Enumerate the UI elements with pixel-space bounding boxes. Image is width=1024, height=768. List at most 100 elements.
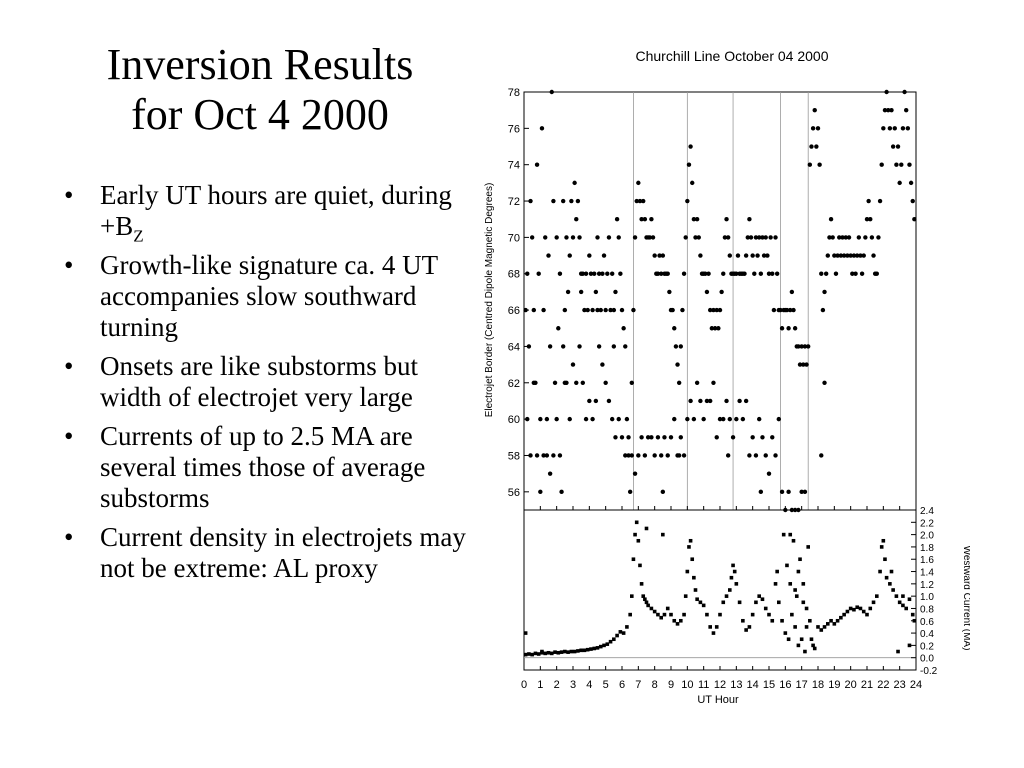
data-point (644, 600, 649, 605)
data-point (672, 618, 677, 623)
data-point (534, 453, 540, 458)
data-point (523, 652, 528, 657)
data-point (636, 453, 641, 458)
data-point (747, 625, 752, 629)
data-point (744, 628, 748, 632)
data-point (565, 289, 571, 295)
data-point (595, 235, 600, 240)
data-point (536, 271, 541, 276)
data-point (801, 362, 806, 367)
data-point (742, 271, 747, 276)
data-point (585, 647, 590, 652)
data-point (724, 217, 729, 222)
data-point (721, 271, 726, 276)
data-point (696, 235, 701, 240)
data-point (799, 489, 804, 495)
y-tick-label: 78 (508, 87, 520, 99)
x-tick-label: 2 (554, 679, 560, 691)
data-point (910, 198, 915, 204)
data-point (750, 435, 755, 440)
data-point (596, 344, 602, 349)
data-point (770, 271, 775, 276)
data-point (796, 643, 801, 648)
data-point (538, 489, 543, 495)
data-point (861, 253, 866, 258)
data-point (734, 271, 739, 276)
data-point (528, 453, 533, 458)
data-point (786, 489, 791, 495)
x-tick-label: 11 (698, 679, 709, 691)
data-point (556, 326, 561, 331)
data-point (681, 453, 687, 458)
data-point (879, 162, 884, 167)
data-point (619, 435, 625, 440)
data-point (817, 162, 822, 167)
data-point (676, 380, 682, 385)
data-point (695, 597, 699, 602)
x-tick-label: 1 (537, 679, 543, 691)
data-point (725, 235, 731, 240)
data-point (576, 649, 580, 653)
data-point (675, 362, 680, 367)
data-point (793, 588, 797, 592)
data-point (578, 289, 584, 295)
data-point (773, 235, 778, 240)
data-point (706, 271, 711, 276)
data-point (551, 198, 556, 204)
data-point (659, 271, 664, 276)
data-point (638, 563, 642, 568)
data-point (877, 198, 883, 204)
data-point (570, 362, 576, 367)
data-point (546, 650, 551, 655)
data-point (629, 453, 634, 458)
data-point (701, 603, 706, 608)
data-point (563, 649, 567, 654)
data-point (832, 622, 837, 626)
data-point (796, 344, 801, 349)
data-point (829, 618, 833, 623)
bullet-text: Early UT hours are quiet, during +B (100, 180, 452, 241)
data-point (636, 538, 641, 543)
data-point (724, 398, 729, 404)
data-point (748, 235, 754, 240)
data-point (619, 307, 625, 313)
data-point (641, 198, 646, 204)
data-point (611, 344, 617, 349)
data-point (791, 307, 796, 313)
data-point (727, 416, 732, 422)
data-point (539, 126, 545, 131)
data-point (763, 235, 768, 240)
data-point (529, 235, 535, 240)
data-point (628, 612, 632, 617)
data-point (606, 235, 612, 240)
data-point (662, 435, 667, 440)
data-point (701, 416, 706, 422)
data-point (718, 612, 722, 617)
y-tick-label: -0.2 (920, 666, 938, 677)
x-tick-label: 13 (730, 679, 742, 691)
data-point (614, 217, 620, 222)
data-point (579, 648, 583, 653)
data-point (717, 307, 723, 313)
data-point (755, 253, 760, 258)
data-point (525, 416, 530, 422)
x-tick-label: 14 (747, 679, 759, 691)
x-tick-label: 0 (521, 679, 527, 691)
y-tick-label: 72 (508, 196, 520, 208)
data-point (788, 582, 793, 586)
data-point (825, 253, 830, 258)
data-point (801, 582, 806, 586)
data-point (855, 253, 860, 258)
data-point (753, 453, 759, 458)
y-tick-label: 1.4 (920, 568, 934, 579)
data-point (786, 326, 791, 331)
data-point (822, 625, 827, 629)
data-point (593, 398, 599, 404)
data-point (655, 435, 661, 440)
data-point (583, 271, 589, 276)
data-point (698, 398, 703, 404)
data-point (526, 344, 532, 349)
data-point (888, 582, 892, 586)
data-point (582, 648, 587, 653)
data-point (768, 235, 773, 240)
